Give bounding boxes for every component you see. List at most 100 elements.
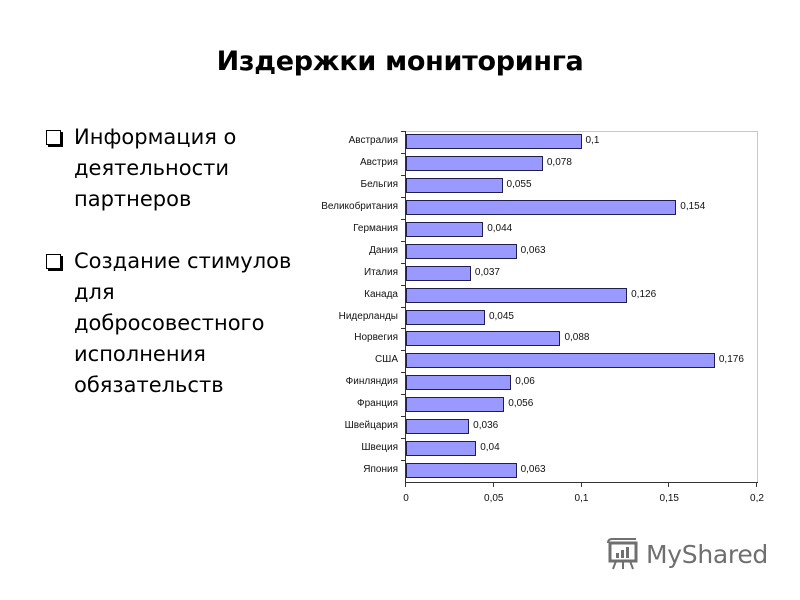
chart-row: Австрия 0,078 — [0, 153, 800, 175]
bar — [406, 199, 677, 215]
category-label: Канада — [364, 288, 398, 300]
category-label: Швейцария — [344, 420, 398, 432]
watermark-logo: MyShared — [606, 537, 768, 571]
bullet-line: исполнения — [74, 342, 206, 366]
y-tick — [401, 152, 406, 154]
bar — [406, 155, 543, 171]
checkbox-square-icon — [46, 254, 61, 269]
x-tick-label: 0,2 — [750, 493, 764, 504]
plot-area — [406, 131, 758, 483]
value-label: 0,078 — [546, 156, 572, 168]
y-tick — [401, 240, 406, 242]
y-tick — [401, 328, 406, 330]
y-tick — [401, 131, 406, 132]
x-tick-label: 0,1 — [574, 493, 589, 504]
value-label: 0,037 — [474, 266, 500, 278]
category-label: Швеция — [361, 442, 398, 454]
category-label: Австралия — [348, 135, 398, 146]
x-tick-label: 0,05 — [484, 493, 504, 504]
x-tick — [492, 482, 494, 487]
value-label: 0,088 — [564, 332, 590, 344]
chart-row: Франция 0,056 — [0, 394, 800, 416]
value-label: 0,044 — [487, 222, 513, 234]
value-label: 0,1 — [585, 135, 600, 146]
value-label: 0,045 — [488, 310, 514, 322]
watermark-text: MyShared — [646, 539, 768, 569]
bar — [406, 463, 517, 479]
category-label: Франция — [357, 398, 398, 410]
category-label: США — [374, 354, 398, 366]
category-label: Дания — [369, 244, 398, 256]
bullet-line: Создание стимулов — [74, 249, 292, 273]
chart-row: Швейцария 0,036 — [0, 416, 800, 438]
value-label: 0,04 — [480, 442, 500, 454]
category-label: Австрия — [359, 156, 398, 168]
y-tick — [401, 416, 406, 418]
bar — [406, 243, 517, 259]
category-label: Великобритания — [321, 200, 398, 212]
bullet-line: Информация о — [74, 125, 237, 149]
x-tick-label: 0,15 — [659, 493, 679, 504]
chart-row: Канада 0,126 — [0, 285, 800, 307]
bullet-item: Создание стимулов для добросовестного ис… — [44, 246, 314, 401]
chart-row: Австралия 0,1 — [0, 131, 800, 153]
chart-row: Бельгия 0,055 — [0, 175, 800, 197]
bullet-line: партнеров — [74, 187, 192, 211]
x-tick — [580, 482, 582, 487]
y-tick — [401, 350, 406, 352]
chart-row: Германия 0,044 — [0, 219, 800, 241]
x-tick-label: 0 — [403, 493, 409, 504]
y-tick — [401, 262, 406, 264]
value-label: 0,063 — [520, 244, 546, 256]
category-label: Нидерланды — [338, 310, 398, 322]
chart-row: Швеция 0,04 — [0, 438, 800, 460]
bar — [406, 221, 484, 237]
chart-row: США 0,176 — [0, 350, 800, 372]
x-axis — [405, 482, 758, 483]
value-label: 0,063 — [520, 464, 546, 476]
value-label: 0,056 — [508, 398, 534, 410]
y-tick — [401, 284, 406, 286]
bar — [406, 265, 471, 281]
y-tick — [401, 196, 406, 198]
bar — [406, 177, 503, 193]
bullet-line: деятельности — [74, 156, 230, 180]
bar — [406, 441, 477, 457]
value-label: 0,154 — [680, 200, 706, 212]
value-label: 0,06 — [515, 376, 535, 388]
bar — [406, 134, 582, 149]
bullet-line: добросовестного — [74, 311, 265, 335]
x-tick — [405, 482, 406, 487]
chart-row: Великобритания 0,154 — [0, 197, 800, 219]
category-label: Япония — [363, 464, 398, 476]
x-tick — [668, 482, 670, 487]
chart-row: Нидерланды 0,045 — [0, 307, 800, 329]
bar — [406, 375, 512, 391]
bar — [406, 353, 715, 369]
bar — [406, 419, 470, 435]
bar — [406, 397, 505, 413]
myshared-logo-icon — [607, 538, 638, 570]
value-label: 0,126 — [631, 288, 657, 300]
chart-row: Норвегия 0,088 — [0, 328, 800, 350]
category-label: Италия — [363, 266, 398, 278]
bar — [406, 309, 485, 325]
y-tick — [401, 460, 406, 462]
chart-row: Япония 0,063 — [0, 460, 800, 482]
value-label: 0,055 — [506, 178, 532, 190]
y-tick — [401, 438, 406, 440]
category-label: Германия — [353, 222, 398, 234]
value-label: 0,036 — [473, 420, 499, 432]
category-label: Бельгия — [360, 178, 399, 190]
bar — [406, 287, 628, 303]
bullet-line: для — [74, 280, 115, 304]
y-tick — [401, 218, 406, 220]
chart-row: Италия 0,037 — [0, 263, 800, 285]
y-tick — [401, 306, 406, 308]
chart-row: Дания 0,063 — [0, 241, 800, 263]
chart-row: Финляндия 0,06 — [0, 372, 800, 394]
bullet-line: обязательств — [74, 373, 224, 397]
checkbox-square-icon — [46, 130, 61, 145]
value-label: 0,176 — [718, 354, 744, 366]
